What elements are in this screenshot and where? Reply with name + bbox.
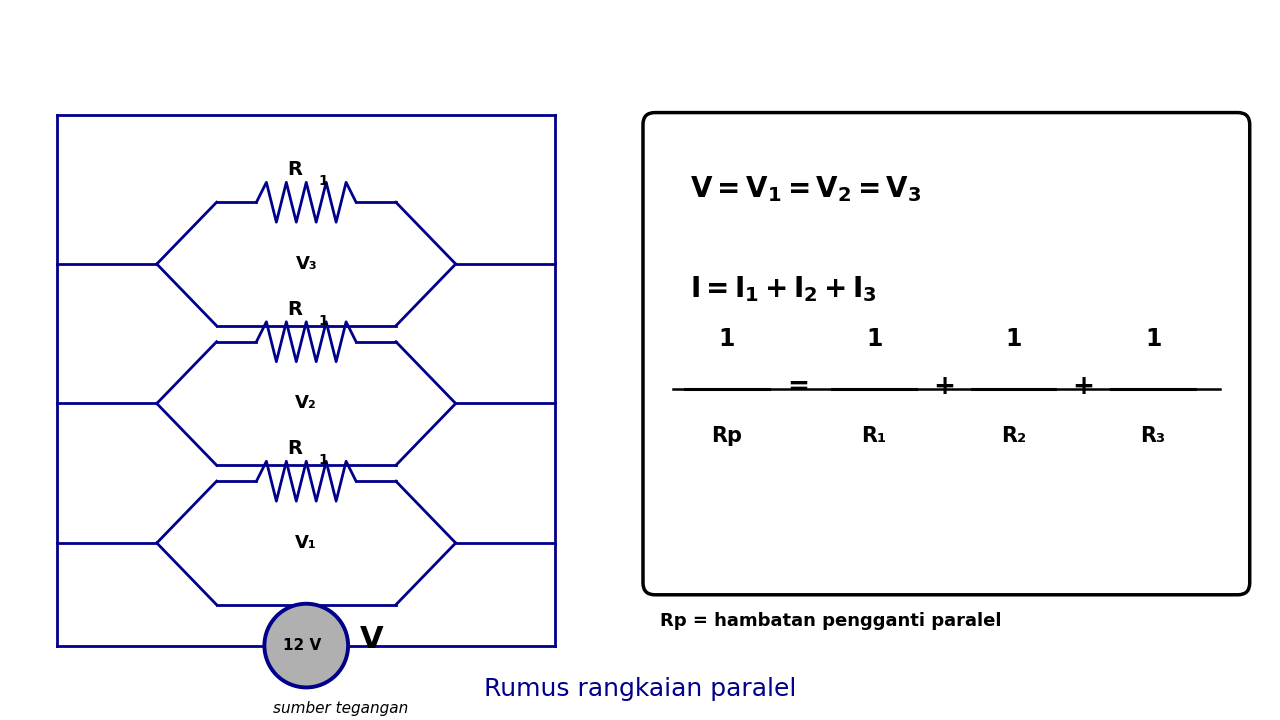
Text: +: +: [933, 374, 955, 400]
Text: V₁: V₁: [296, 534, 317, 552]
Text: V₃: V₃: [296, 255, 317, 273]
Text: 1: 1: [319, 454, 328, 467]
Text: V₂: V₂: [296, 395, 317, 413]
Text: R₁: R₁: [861, 426, 887, 446]
Text: sumber tegangan: sumber tegangan: [274, 701, 408, 716]
Text: Rp: Rp: [712, 426, 742, 446]
Text: 1: 1: [319, 174, 328, 189]
Text: =: =: [787, 374, 809, 400]
Text: R₂: R₂: [1001, 426, 1027, 446]
Text: R: R: [287, 300, 302, 319]
Text: R: R: [287, 439, 302, 459]
Text: 1: 1: [718, 327, 735, 351]
Text: 1: 1: [1005, 327, 1021, 351]
Text: Rumus rangkaian paralel: Rumus rangkaian paralel: [484, 678, 796, 701]
Text: 1: 1: [867, 327, 882, 351]
Text: +: +: [1073, 374, 1094, 400]
Text: R: R: [287, 161, 302, 179]
Text: 12 V: 12 V: [283, 638, 321, 653]
Text: $\mathbf{V = V_1 = V_2 = V_3}$: $\mathbf{V = V_1 = V_2 = V_3}$: [690, 174, 922, 204]
Text: Rp = hambatan pengganti paralel: Rp = hambatan pengganti paralel: [660, 612, 1001, 630]
FancyBboxPatch shape: [643, 112, 1249, 595]
Text: 1: 1: [1144, 327, 1161, 351]
Text: R₃: R₃: [1140, 426, 1166, 446]
Text: $\mathbf{I = I_1 + I_2 + I_3}$: $\mathbf{I = I_1 + I_2 + I_3}$: [690, 274, 877, 304]
Text: V: V: [360, 625, 384, 654]
Circle shape: [265, 604, 348, 688]
Text: 1: 1: [319, 314, 328, 328]
